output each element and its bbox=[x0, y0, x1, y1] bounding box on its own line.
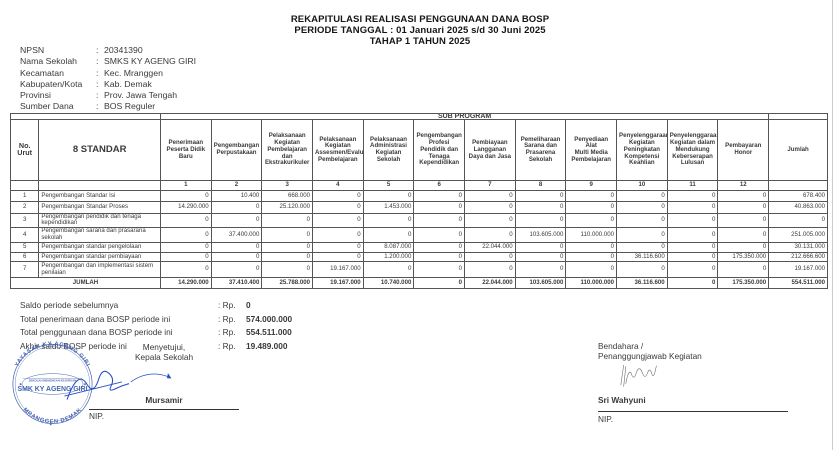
svg-text:★: ★ bbox=[49, 421, 53, 426]
